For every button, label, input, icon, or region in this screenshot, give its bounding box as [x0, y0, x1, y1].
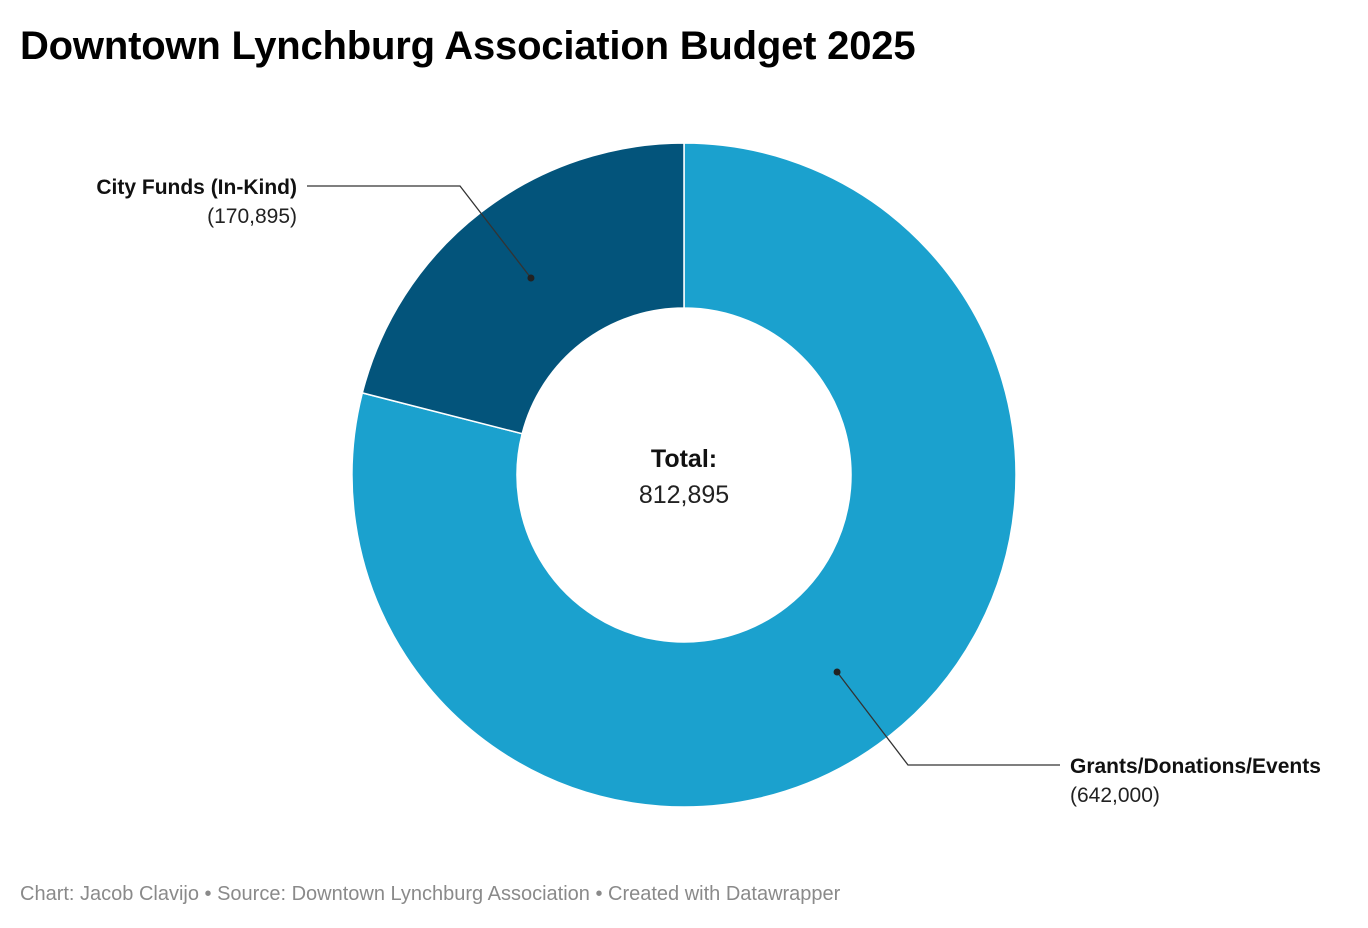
slice-grants-donations-events: [351, 142, 1017, 808]
center-total-value: 812,895: [639, 481, 729, 509]
chart-title: Downtown Lynchburg Association Budget 20…: [20, 24, 916, 68]
center-total-label: Total:: [651, 445, 717, 473]
slice-value-grants: (642,000): [1070, 784, 1160, 807]
leader-grants-line: [836, 671, 1060, 766]
leader-lines: [307, 185, 1060, 766]
leader-grants-dot: [833, 668, 841, 676]
slice-label-city-funds: City Funds (In-Kind): [96, 176, 297, 199]
slice-value-city-funds: (170,895): [207, 205, 297, 228]
chart-credits: Chart: Jacob Clavijo • Source: Downtown …: [20, 883, 841, 905]
donut-slices: [351, 142, 1017, 808]
leader-city-funds-dot: [527, 274, 535, 282]
slice-label-grants: Grants/Donations/Events: [1070, 755, 1321, 778]
slice-city-funds-in-kind: [361, 142, 685, 435]
leader-city-funds-line: [307, 185, 532, 279]
